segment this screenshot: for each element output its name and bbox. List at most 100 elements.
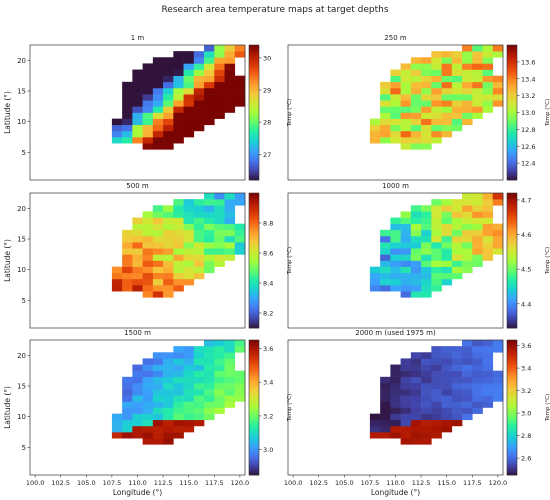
heatmap-cell	[234, 248, 246, 255]
panel-5: 1500 m 5 10 15 20 100.0 102.5 105.0 107.5 110.0 11…	[3, 329, 293, 497]
heatmap-cell	[369, 432, 381, 439]
heatmap-cell	[183, 413, 195, 421]
heatmap-cell	[472, 217, 483, 224]
heatmap-cell	[410, 291, 422, 298]
heatmap-cell	[482, 193, 494, 200]
heatmap-cell	[132, 254, 143, 261]
colorbar-segment	[507, 195, 517, 198]
heatmap-cell	[482, 87, 494, 95]
heatmap-cell	[421, 242, 432, 249]
heatmap-cell	[163, 229, 174, 237]
colorbar-tick-label: 3.6	[521, 342, 531, 350]
colorbar-segment	[507, 355, 517, 359]
heatmap-cell	[204, 266, 215, 274]
heatmap-cell	[400, 118, 412, 126]
colorbar-segment	[507, 90, 517, 93]
heatmap-cell	[390, 248, 401, 255]
heatmap-cell	[142, 432, 154, 439]
heatmap-cell	[142, 438, 154, 445]
heatmap-cell	[173, 285, 184, 292]
colorbar-segment	[249, 195, 259, 198]
colorbar-segment	[249, 141, 259, 145]
heatmap-cell	[482, 395, 494, 402]
heatmap-cell	[441, 358, 453, 365]
heatmap-cell	[482, 358, 494, 365]
heatmap-cell	[462, 401, 473, 408]
heatmap-cell	[390, 217, 401, 224]
heatmap-cell	[431, 223, 442, 231]
heatmap-cell	[163, 413, 174, 421]
heatmap-cell	[390, 278, 401, 286]
colorbar-segment	[249, 459, 259, 462]
heatmap-cell	[152, 143, 164, 150]
heatmap-cell	[421, 69, 432, 76]
heatmap-cell	[400, 278, 412, 286]
heatmap-cell	[152, 248, 164, 255]
colorbar-segment	[507, 87, 517, 91]
y-tick-label: 10	[17, 266, 26, 274]
x-tick-label: 100.0	[26, 479, 45, 487]
heatmap-cell	[451, 242, 463, 249]
heatmap-cell	[380, 376, 391, 384]
x-tick-label: 110.0	[128, 479, 147, 487]
heatmap-cell	[410, 364, 422, 371]
heatmap-cell	[163, 118, 174, 126]
heatmap-cell	[132, 395, 143, 402]
heatmap-cell	[142, 143, 154, 150]
colorbar-segment	[507, 105, 517, 109]
colorbar-segment	[249, 69, 259, 73]
heatmap-cell	[462, 346, 473, 353]
colorbar-tick-label: 28	[263, 119, 271, 127]
heatmap-cell	[234, 382, 246, 390]
heatmap-cell	[380, 413, 391, 421]
heatmap-cell	[369, 413, 381, 421]
heatmap-cell	[410, 395, 422, 402]
heatmap-cell	[132, 81, 143, 89]
heatmap-cell	[163, 376, 174, 384]
heatmap-cell	[451, 81, 463, 89]
y-axis-label: Latitude (°)	[3, 239, 12, 282]
colorbar-segment	[249, 321, 259, 324]
heatmap-cell	[462, 51, 473, 58]
heatmap-cell	[214, 100, 225, 107]
colorbar-label: Temp (°C)	[545, 247, 550, 275]
colorbar-segment	[507, 65, 517, 68]
colorbar-segment	[507, 321, 517, 324]
heatmap-cell	[421, 211, 432, 218]
heatmap-cell	[400, 63, 412, 70]
heatmap-cell	[204, 229, 215, 237]
heatmap-cell	[472, 229, 483, 237]
heatmap-cell	[380, 118, 391, 126]
colorbar-segment	[507, 445, 517, 449]
heatmap-cell	[400, 137, 412, 144]
heatmap-cell	[224, 382, 236, 390]
heatmap-cell	[214, 193, 225, 200]
colorbar-segment	[249, 319, 259, 322]
heatmap-cell	[224, 346, 236, 353]
heatmap-cell	[431, 419, 442, 427]
heatmap-cell	[224, 57, 236, 64]
heatmap-cell	[132, 130, 143, 138]
colorbar-segment	[507, 74, 517, 77]
heatmap-cell	[142, 389, 154, 396]
heatmap-cell	[152, 75, 164, 83]
heatmap-cell	[462, 389, 473, 396]
heatmap-cell	[492, 389, 504, 396]
heatmap-cell	[441, 278, 453, 286]
heatmap-cell	[390, 272, 401, 280]
colorbar-segment	[249, 76, 259, 80]
heatmap-cell	[482, 401, 494, 408]
heatmap-cell	[492, 382, 504, 390]
heatmap-cell	[234, 45, 246, 52]
heatmap-cell	[122, 382, 133, 390]
colorbar-segment	[507, 112, 517, 116]
heatmap-cell	[142, 223, 154, 231]
heatmap-cell	[431, 217, 442, 224]
colorbar-segment	[249, 274, 259, 277]
heatmap-cell	[410, 242, 422, 249]
heatmap-cell	[152, 260, 164, 267]
heatmap-cell	[421, 285, 432, 292]
heatmap-cell	[142, 370, 154, 378]
heatmap-cell	[462, 45, 473, 52]
heatmap-cell	[482, 63, 494, 70]
